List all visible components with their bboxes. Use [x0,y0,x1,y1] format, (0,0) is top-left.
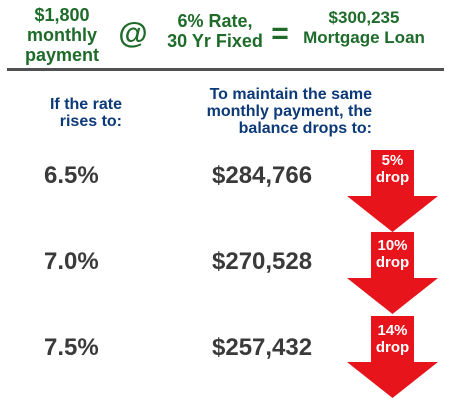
loan-amount: $300,235 [328,8,400,27]
drop-word: drop [375,339,410,356]
drop-label: 5% drop [345,152,440,186]
header-divider [7,68,444,71]
rate-term: 30 Yr Fixed [167,31,263,51]
balance-value: $257,432 [212,334,313,361]
loan-caption: Mortgage Loan [303,28,425,47]
equals-symbol: = [271,17,289,50]
balance-value: $284,766 [212,162,313,189]
payment-line-payment: payment [24,45,100,65]
rate-percent: 6% Rate, [177,11,253,31]
drop-percent: 10% [377,237,408,254]
drop-word: drop [375,169,410,186]
balance-value: $270,528 [212,248,313,275]
monthly-payment-label: $1,800 monthly payment [10,5,114,65]
rate-value: 6.5% [44,162,99,189]
drop-word: drop [375,254,410,271]
rate-value: 7.5% [44,334,99,361]
drop-label: 14% drop [345,322,440,356]
balance-heading-line3: balance drops to: [238,120,372,137]
drop-percent: 14% [377,322,408,339]
drop-label: 10% drop [345,237,440,271]
drop-percent: 5% [381,152,404,169]
rate-label: 6% Rate, 30 Yr Fixed [160,11,270,51]
rate-heading-line1: If the rate [49,96,122,113]
at-symbol: @ [118,17,148,50]
rate-value: 7.0% [44,248,99,275]
balance-heading-line2: monthly payment, the [206,103,372,120]
rate-column-heading: If the rate rises to: [14,96,122,130]
rate-heading-line2: rises to: [59,113,122,130]
balance-column-heading: To maintain the same monthly payment, th… [172,86,372,137]
payment-amount: $1,800 [34,5,90,25]
balance-heading-line1: To maintain the same [209,86,372,103]
payment-line-monthly: monthly [27,25,97,45]
mortgage-loan-label: $300,235 Mortgage Loan [290,8,438,48]
